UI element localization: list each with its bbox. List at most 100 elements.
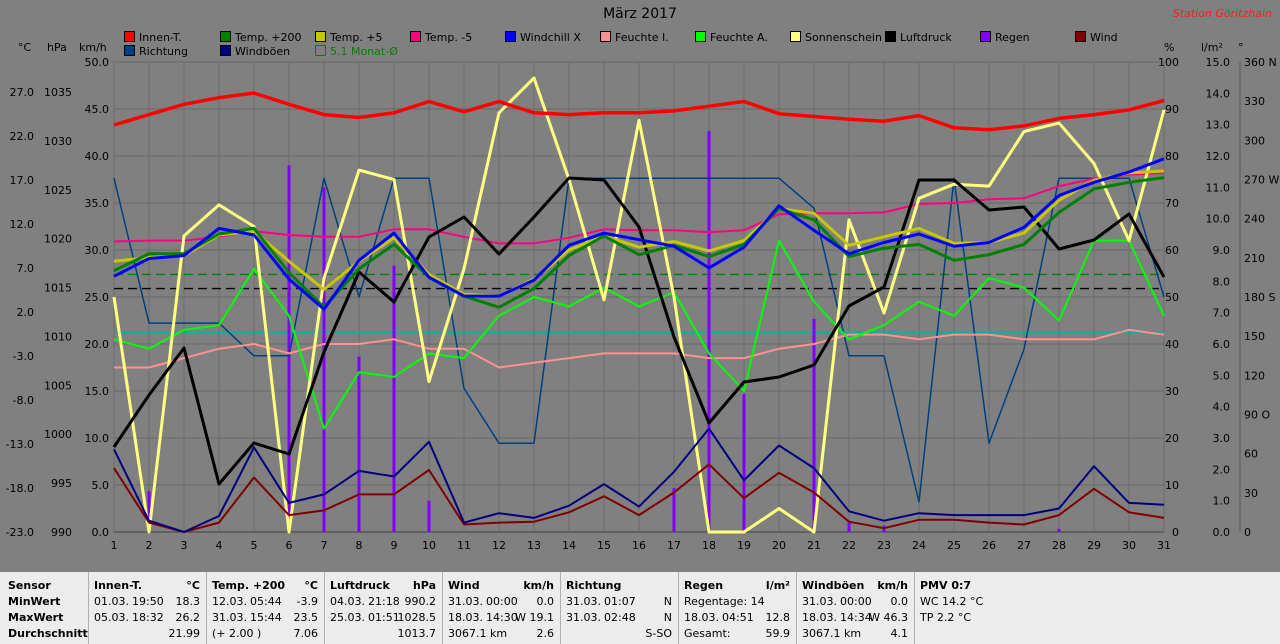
pmv-tp: TP 2.2 °C	[920, 611, 972, 624]
legend-swatch	[885, 31, 896, 42]
tick-direction: 210	[1244, 252, 1265, 265]
avg-label: (+ 2.00 )	[212, 627, 262, 640]
unit-pressure: hPa	[47, 41, 67, 54]
table-column: Temp. +200 °C 12.03. 05:44 -3.9 31.03. 15:44 23…	[206, 572, 324, 644]
tick-speed: 10.0	[85, 432, 110, 445]
tick-direction: 0	[1244, 526, 1251, 539]
tick-rain: 1.0	[1213, 495, 1231, 508]
legend-item: Temp. +200	[220, 31, 302, 44]
series-line-temp-200	[113, 176, 1165, 309]
tick-speed: 25.0	[85, 291, 110, 304]
tick-rain: 7.0	[1213, 307, 1231, 320]
legend-label: Temp. +5	[330, 31, 383, 44]
tick-rain: 15.0	[1206, 56, 1231, 69]
min-date: 31.03.	[566, 595, 601, 608]
min-time: 00:00	[486, 595, 518, 608]
series-line-luftdruck	[112, 176, 1166, 486]
tick-x: 20	[772, 539, 786, 552]
legend-label: Feuchte A.	[710, 31, 768, 44]
tick-x: 2	[146, 539, 153, 552]
avg-value: 59.9	[765, 627, 791, 640]
tick-rain: 3.0	[1213, 432, 1231, 445]
legend-item: Luftdruck	[885, 31, 952, 44]
tick-pressure: 1035	[44, 86, 72, 99]
max-date: 18.03.	[448, 611, 483, 624]
tick-x: 14	[562, 539, 576, 552]
avg-value: 21.99	[168, 627, 201, 640]
rain-bar	[812, 318, 816, 532]
min-date: 04.03.	[330, 595, 365, 608]
tick-x: 10	[422, 539, 436, 552]
min-time: 19:50	[132, 595, 164, 608]
tick-temp: -23.0	[6, 526, 34, 539]
tick-temp: -13.0	[6, 438, 34, 451]
legend-label: Sonnenschein	[805, 31, 882, 44]
max-value: W 46.3	[869, 611, 908, 624]
tick-x: 7	[321, 539, 328, 552]
tick-speed: 15.0	[85, 385, 110, 398]
tick-x: 3	[181, 539, 188, 552]
tick-rain: 9.0	[1213, 244, 1231, 257]
tick-direction: 300	[1244, 134, 1265, 147]
series-line-innen-t-	[113, 91, 1165, 132]
legend-label: Wind	[1090, 31, 1118, 44]
legend-item: Windböen	[220, 45, 290, 58]
column-unit: °C	[304, 579, 318, 592]
rain-bar	[672, 488, 676, 532]
legend-label: 5.1 Monat-Ø	[330, 45, 398, 58]
max-date: 31.03.	[212, 611, 247, 624]
legend-swatch	[410, 31, 421, 42]
table-column: Regen l/m² Regentage: 14 18.03. 04:51 12.8 Ges…	[678, 572, 796, 644]
tick-x: 18	[702, 539, 716, 552]
tick-percent: 10	[1165, 479, 1179, 492]
legend-swatch	[315, 31, 326, 42]
tick-temp: 17.0	[10, 174, 35, 187]
tick-x: 5	[251, 539, 258, 552]
min-value: 0.0	[890, 595, 909, 608]
min-date: 31.03.	[448, 595, 483, 608]
tick-x: 26	[982, 539, 996, 552]
max-value: N	[663, 611, 672, 624]
rain-bar	[847, 522, 851, 532]
legend-label: Luftdruck	[900, 31, 952, 44]
legend-item: Temp. -5	[410, 31, 472, 44]
legend-swatch	[980, 31, 991, 42]
station-name: Station Göritzhain	[1172, 7, 1272, 20]
series-line-feuchte-i-	[114, 328, 1165, 369]
legend-item: 5.1 Monat-Ø	[315, 45, 398, 58]
tick-rain: 6.0	[1213, 338, 1231, 351]
legend-swatch	[220, 31, 231, 42]
tick-pressure: 995	[51, 477, 72, 490]
min-value: -3.9	[296, 595, 318, 608]
tick-percent: 100	[1158, 56, 1179, 69]
avg-value: 1013.7	[397, 627, 437, 640]
unit-rain: l/m²	[1201, 41, 1223, 54]
tick-rain: 11.0	[1206, 181, 1231, 194]
tick-rain: 12.0	[1206, 150, 1231, 163]
rain-bar	[392, 265, 396, 532]
max-value: 23.5	[293, 611, 319, 624]
legend-item: Temp. +5	[315, 31, 383, 44]
column-sensor: Richtung	[566, 579, 622, 592]
legend-item: Wind	[1075, 31, 1118, 44]
tick-speed: 0.0	[92, 526, 110, 539]
tick-x: 9	[391, 539, 398, 552]
pmv-wc: WC 14.2 °C	[920, 595, 984, 608]
legend-label: Richtung	[139, 45, 188, 58]
column-unit: km/h	[877, 579, 908, 592]
rain-bar	[707, 130, 711, 532]
tick-rain: 0.0	[1213, 526, 1231, 539]
tick-rain: 13.0	[1206, 119, 1231, 132]
tick-x: 19	[737, 539, 751, 552]
avg-label: 3067.1 km	[802, 627, 862, 640]
legend-label: Windböen	[235, 45, 291, 58]
legend-item: Windchill X	[505, 31, 581, 44]
max-value: W 19.1	[515, 611, 554, 624]
avg-value: 4.1	[890, 627, 909, 640]
min-value: 990.2	[404, 595, 437, 608]
legend-swatch	[220, 45, 231, 56]
column-sensor: Wind	[448, 579, 480, 592]
min-date: Regentage: 14	[684, 595, 765, 608]
row-label-sensor: Sensor	[8, 579, 51, 592]
tick-pressure: 1020	[44, 233, 72, 246]
